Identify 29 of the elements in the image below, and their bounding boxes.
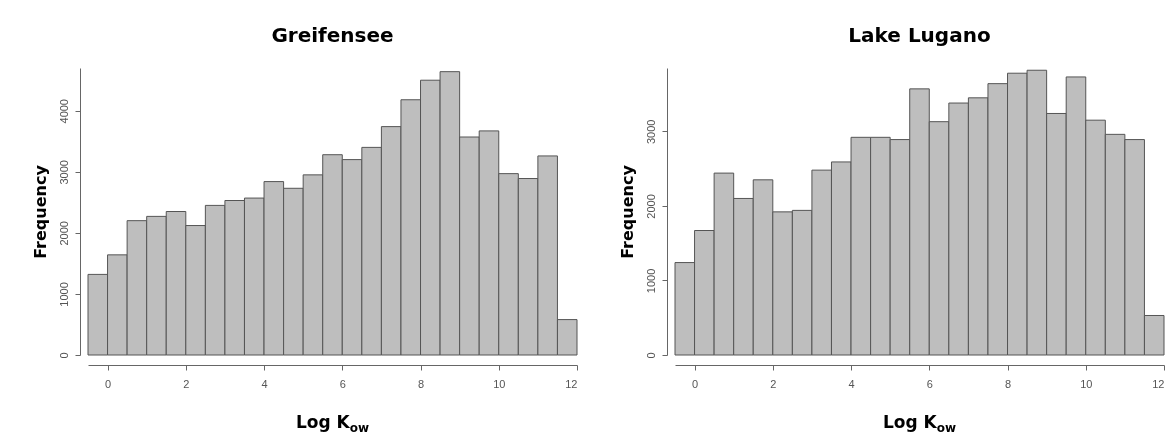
chart-title: Lake Lugano bbox=[848, 23, 991, 47]
y-tick-label: 3000 bbox=[644, 119, 657, 145]
x-tick-label: 6 bbox=[339, 377, 346, 390]
x-tick-label: 4 bbox=[261, 377, 268, 390]
x-tick-label: 12 bbox=[1152, 377, 1165, 390]
y-tick-label: 3000 bbox=[57, 160, 70, 185]
x-tick-label: 0 bbox=[692, 377, 699, 390]
y-tick-label: 0 bbox=[644, 352, 657, 359]
y-axis-title: Frequency bbox=[30, 164, 50, 259]
x-tick-label: 8 bbox=[417, 377, 425, 390]
x-tick-label: 10 bbox=[1080, 377, 1093, 390]
x-tick-label: 12 bbox=[565, 377, 578, 390]
x-tick-label: 0 bbox=[105, 377, 112, 390]
y-tick-label: 0 bbox=[57, 352, 70, 359]
y-tick-label: 2000 bbox=[644, 194, 657, 219]
y-tick-label: 2000 bbox=[57, 221, 70, 246]
x-tick-label: 8 bbox=[1004, 377, 1012, 390]
y-tick-label: 1000 bbox=[644, 268, 657, 294]
y-tick-label: 4000 bbox=[57, 99, 70, 124]
x-tick-label: 6 bbox=[926, 377, 933, 390]
x-tick-label: 2 bbox=[770, 377, 777, 390]
x-axis-title: Log K$_{ow}$ bbox=[294, 412, 371, 436]
y-axis-title: Frequency bbox=[617, 164, 637, 259]
x-tick-label: 4 bbox=[848, 377, 855, 390]
x-axis-title: Log K$_{ow}$ bbox=[881, 412, 958, 436]
chart-title: Greifensee bbox=[271, 23, 394, 47]
x-tick-label: 10 bbox=[493, 377, 506, 390]
y-tick-label: 1000 bbox=[57, 282, 70, 307]
x-tick-label: 2 bbox=[183, 377, 190, 390]
